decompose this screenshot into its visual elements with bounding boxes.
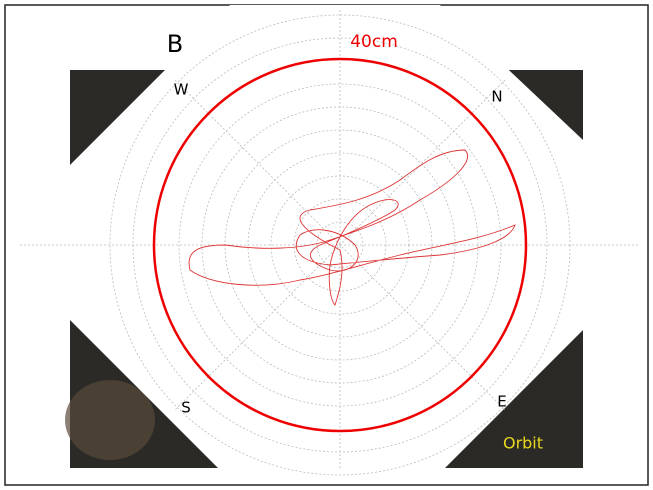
direction-label: S bbox=[181, 399, 191, 417]
direction-label: W bbox=[174, 81, 189, 99]
caption: Orbit bbox=[503, 434, 543, 453]
direction-label: E bbox=[497, 393, 506, 411]
direction-label: N bbox=[491, 88, 502, 106]
orbit-screen: B 40cm W N S E Orbit bbox=[0, 0, 653, 490]
title: B bbox=[167, 30, 183, 58]
ring-label: 40cm bbox=[350, 32, 398, 52]
photo-detail bbox=[65, 380, 155, 460]
